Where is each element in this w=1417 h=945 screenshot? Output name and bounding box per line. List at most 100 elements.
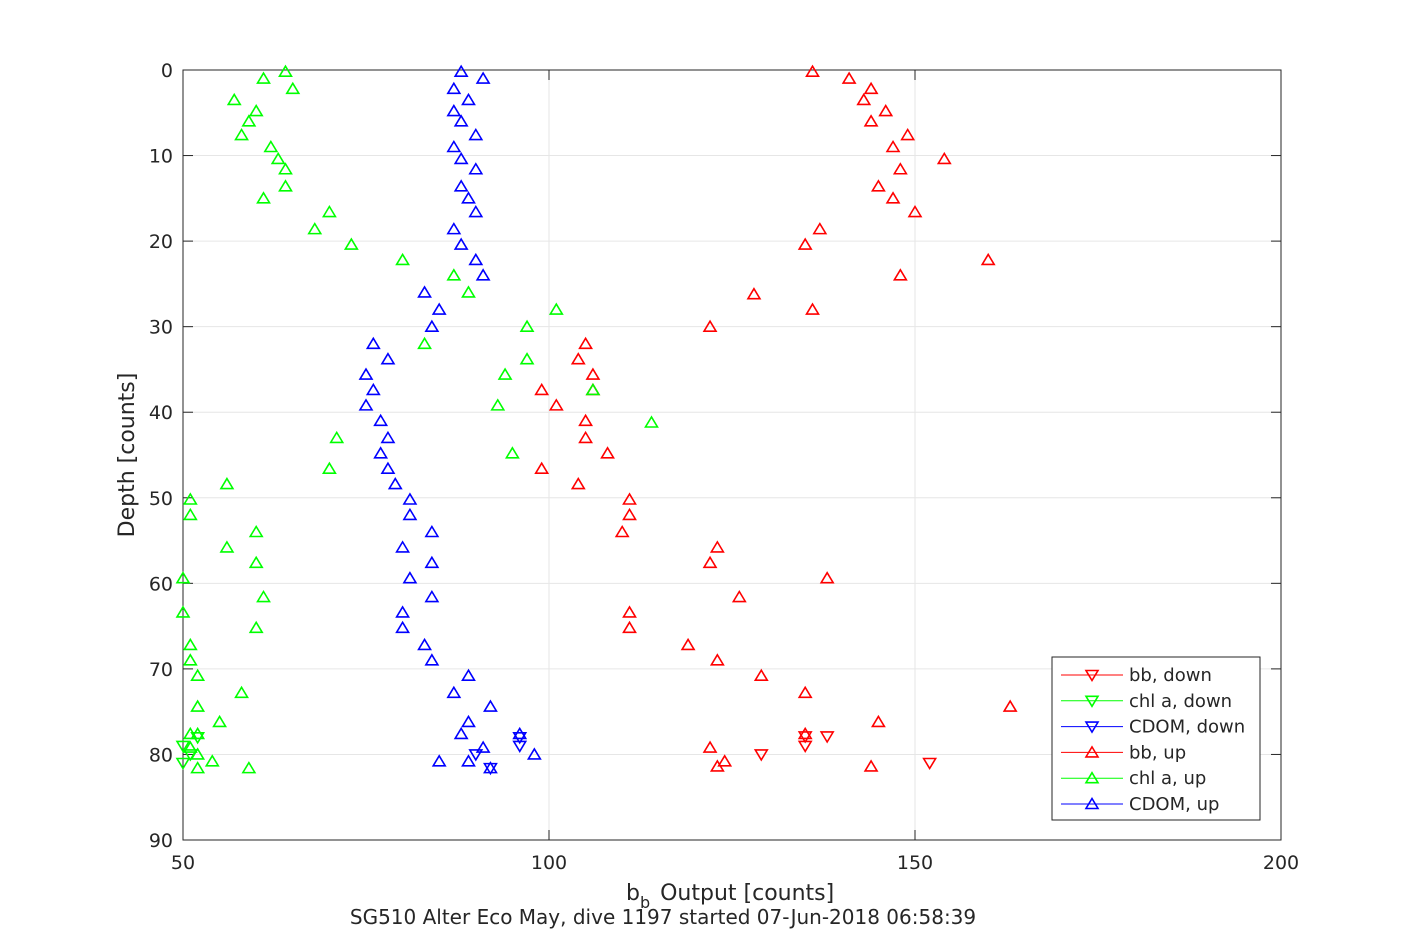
data-point-marker <box>446 104 462 117</box>
data-point-marker <box>578 336 594 350</box>
data-point-marker <box>819 571 835 584</box>
y-tick-label: 50 <box>149 488 173 510</box>
x-tick-label: 100 <box>531 852 567 874</box>
data-point-marker <box>709 540 725 553</box>
legend-label: chl a, down <box>1129 691 1232 712</box>
data-point-marker <box>453 64 469 78</box>
data-point-marker <box>468 749 484 762</box>
data-point-marker <box>424 524 440 538</box>
y-tick-label: 20 <box>149 231 173 253</box>
data-point-marker <box>519 319 535 332</box>
data-point-marker <box>863 114 879 127</box>
data-point-marker <box>248 104 264 117</box>
data-point-marker <box>241 114 257 127</box>
data-point-marker <box>753 668 769 682</box>
data-point-marker <box>461 191 476 204</box>
data-point-marker <box>548 398 564 411</box>
data-point-marker <box>358 398 374 411</box>
data-point-marker <box>190 761 206 774</box>
data-point-marker <box>453 237 469 250</box>
data-point-marker <box>797 685 813 699</box>
legend-box <box>1051 656 1261 821</box>
data-point-marker <box>175 605 191 618</box>
data-point-marker <box>526 747 542 760</box>
data-point-marker <box>263 139 279 153</box>
plot-area-frame <box>182 69 1282 841</box>
data-point-marker <box>402 507 418 521</box>
data-point-marker <box>717 754 733 767</box>
x-axis-label: bb Output [counts] <box>626 881 834 912</box>
data-point-marker <box>534 461 550 474</box>
y-tick-label: 10 <box>149 146 173 168</box>
data-point-marker <box>622 507 637 521</box>
data-point-marker <box>461 92 476 106</box>
data-point-marker <box>753 749 769 762</box>
data-point-marker <box>805 302 820 315</box>
legend-marker <box>1084 695 1100 708</box>
data-point-marker <box>709 759 725 772</box>
data-point-marker <box>644 415 659 428</box>
data-point-marker <box>578 430 594 444</box>
data-point-marker <box>841 71 857 84</box>
legend-label: CDOM, down <box>1129 717 1245 738</box>
data-point-marker <box>424 653 440 666</box>
data-point-marker <box>885 191 901 204</box>
data-point-marker <box>490 398 506 411</box>
data-point-marker <box>504 446 520 459</box>
x-axis-label-symbol: b <box>626 881 640 906</box>
data-point-marker <box>461 714 476 728</box>
data-point-marker <box>248 555 264 569</box>
data-point-marker <box>512 726 528 740</box>
data-point-marker <box>248 620 264 634</box>
data-point-marker <box>278 162 293 175</box>
legend-label: bb, up <box>1129 742 1186 763</box>
data-point-marker <box>819 731 835 744</box>
data-point-marker <box>190 747 206 760</box>
legend-label: CDOM, up <box>1129 794 1219 815</box>
data-point-marker <box>182 740 198 753</box>
data-point-marker <box>900 127 916 141</box>
data-point-marker <box>278 179 293 192</box>
y-tick-label: 60 <box>149 573 173 595</box>
y-tick-label: 90 <box>149 830 173 852</box>
data-point-marker <box>256 71 271 84</box>
y-axis-label: Depth [counts] <box>115 373 140 538</box>
data-point-marker <box>980 252 996 266</box>
data-point-marker <box>870 179 886 192</box>
data-point-marker <box>395 620 411 634</box>
data-point-marker <box>600 446 615 459</box>
data-point-marker <box>548 302 564 315</box>
data-point-marker <box>878 104 894 117</box>
data-point-marker <box>446 139 462 153</box>
x-axis-label-subscript: b <box>640 893 650 912</box>
data-point-marker <box>746 287 762 300</box>
data-point-marker <box>885 139 901 153</box>
data-point-marker <box>424 589 440 603</box>
data-point-marker <box>219 540 235 553</box>
data-point-marker <box>622 620 637 634</box>
data-point-marker <box>256 589 271 603</box>
data-point-marker <box>234 685 249 699</box>
data-point-marker <box>395 252 411 266</box>
axis-ticks: 50 100 150 200 0 10 20 30 40 50 60 70 80 90 <box>149 60 1299 874</box>
data-point-marker <box>402 492 418 505</box>
data-point-marker <box>380 352 396 365</box>
data-point-marker <box>468 204 484 218</box>
y-tick-label: 40 <box>149 402 173 424</box>
data-point-marker <box>285 81 301 95</box>
y-tick-label: 30 <box>149 317 173 339</box>
data-point-marker <box>936 151 952 165</box>
data-point-marker <box>453 726 469 740</box>
data-point-marker <box>709 653 725 666</box>
legend-marker <box>1084 771 1100 784</box>
data-point-marker <box>380 430 396 444</box>
data-point-marker <box>431 302 447 315</box>
legend: bb, down chl a, down CDOM, down bb, up chl a… <box>1051 656 1261 821</box>
data-point-marker <box>519 352 535 365</box>
data-point-marker <box>182 507 198 521</box>
chart-caption: SG510 Alter Eco May, dive 1197 started 0… <box>350 905 976 929</box>
data-point-marker <box>483 761 498 774</box>
series-4 <box>175 64 659 774</box>
data-point-marker <box>475 71 491 84</box>
data-point-marker <box>182 653 198 666</box>
